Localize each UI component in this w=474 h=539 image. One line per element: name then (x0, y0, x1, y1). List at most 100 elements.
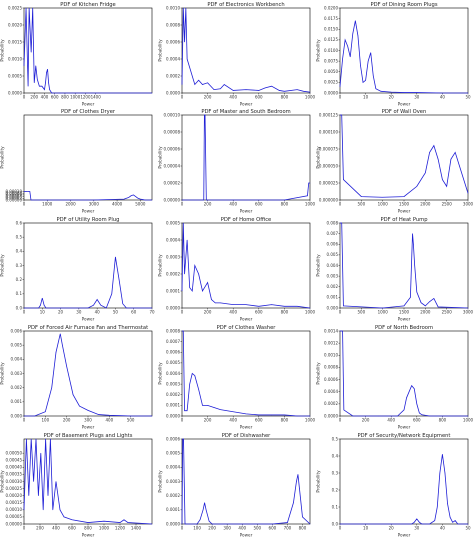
data-point (127, 522, 129, 523)
data-point (50, 438, 51, 440)
panel-title: PDF of Clothes Washer (217, 325, 277, 331)
data-point (382, 197, 383, 198)
y-tick-label: 0.0000 (8, 90, 22, 95)
data-point (343, 409, 345, 411)
data-point (151, 199, 153, 201)
data-point (447, 503, 448, 504)
data-point (26, 438, 27, 440)
data-point (416, 518, 418, 520)
y-tick-label: 0.0004 (166, 465, 180, 470)
data-point (287, 522, 288, 523)
data-point (45, 438, 46, 440)
plot-frame (23, 7, 153, 94)
data-point (29, 191, 31, 192)
data-point (296, 89, 298, 90)
data-point (74, 92, 76, 94)
y-axis-label: Probability (158, 362, 163, 385)
y-tick-label: 0.0014 (324, 328, 338, 333)
data-point (87, 410, 89, 411)
data-point (339, 330, 341, 332)
data-point (27, 85, 29, 87)
x-tick-label: 600 (255, 95, 263, 100)
x-tick-label: 1500 (399, 310, 410, 315)
data-point (204, 114, 206, 116)
data-point (413, 388, 415, 389)
data-point (442, 454, 443, 455)
y-tick-label: 0.0003 (166, 381, 180, 386)
data-point (151, 307, 153, 309)
data-point (111, 293, 113, 295)
y-tick-label: 0.00010 (163, 112, 180, 117)
data-point (343, 179, 344, 180)
data-point (35, 65, 37, 67)
pdf-panel-8: PDF of Home Office 0 200 400 600 800 1000 0.000… (158, 217, 316, 322)
x-tick-label: 20 (58, 310, 64, 315)
data-point (412, 233, 413, 234)
x-tick-label: 1000 (463, 418, 474, 423)
data-point (142, 199, 143, 200)
data-point (403, 196, 405, 197)
y-tick-label: 0.0005 (166, 360, 180, 365)
y-tick-label: 0.003 (327, 273, 339, 278)
data-point (411, 385, 412, 386)
data-point (258, 306, 260, 307)
data-point (245, 89, 247, 90)
data-point (72, 394, 74, 395)
data-point (339, 523, 341, 525)
data-point (206, 199, 207, 201)
data-point (408, 391, 410, 392)
pdf-series-line (182, 330, 310, 417)
x-tick-label: 1000 (305, 310, 316, 315)
y-axis-label: Probability (316, 362, 321, 385)
data-point (452, 522, 453, 523)
x-tick-label: 0 (23, 202, 26, 207)
data-point (194, 84, 196, 85)
data-point (437, 306, 439, 308)
data-point (347, 46, 348, 47)
y-tick-label: 0.004 (11, 357, 23, 362)
data-point (204, 114, 205, 116)
x-tick-label: 1400 (91, 95, 102, 100)
data-point (215, 302, 216, 304)
y-tick-label: 0.0075 (324, 58, 338, 63)
x-tick-label: 400 (41, 95, 49, 100)
data-point (30, 438, 32, 440)
data-point (35, 438, 37, 440)
y-tick-label: 0.0004 (324, 389, 338, 394)
data-point (47, 68, 48, 70)
panel-title: PDF of Dishwasher (222, 433, 271, 439)
pdf-panel-7: PDF of Utility Room Plug 0 10 20 30 40 50 60 70 0… (0, 217, 155, 322)
x-tick-label: 60 (131, 310, 137, 315)
x-tick-label: 1000 (70, 95, 81, 100)
data-point (429, 415, 430, 417)
data-point (370, 52, 371, 53)
data-point (341, 114, 342, 116)
data-point (457, 523, 459, 525)
data-point (429, 301, 430, 302)
y-tick-label: 0.007 (327, 231, 339, 236)
x-tick-label: 200 (208, 526, 216, 531)
y-tick-label: 0.0050 (324, 69, 338, 74)
x-tick-label: 4000 (112, 202, 123, 207)
data-point (421, 414, 423, 416)
x-tick-label: 0 (339, 418, 342, 423)
x-tick-label: 500 (127, 418, 135, 423)
x-tick-label: 0 (23, 526, 26, 531)
y-tick-label: 0.0012 (324, 340, 338, 345)
pdf-series-line (24, 256, 152, 309)
data-point (136, 197, 138, 198)
data-point (344, 39, 346, 41)
x-axis-label: Power (82, 102, 95, 107)
x-tick-label: 400 (229, 202, 237, 207)
data-point (181, 523, 183, 525)
x-tick-label: 0 (181, 418, 184, 423)
data-point (37, 79, 38, 80)
y-tick-label: 0.000050 (319, 163, 339, 168)
data-point (425, 172, 426, 174)
data-point (41, 85, 43, 87)
data-point (467, 192, 469, 194)
data-point (349, 56, 351, 58)
x-axis-label: Power (82, 209, 95, 214)
data-point (39, 85, 40, 87)
data-point (28, 495, 30, 496)
